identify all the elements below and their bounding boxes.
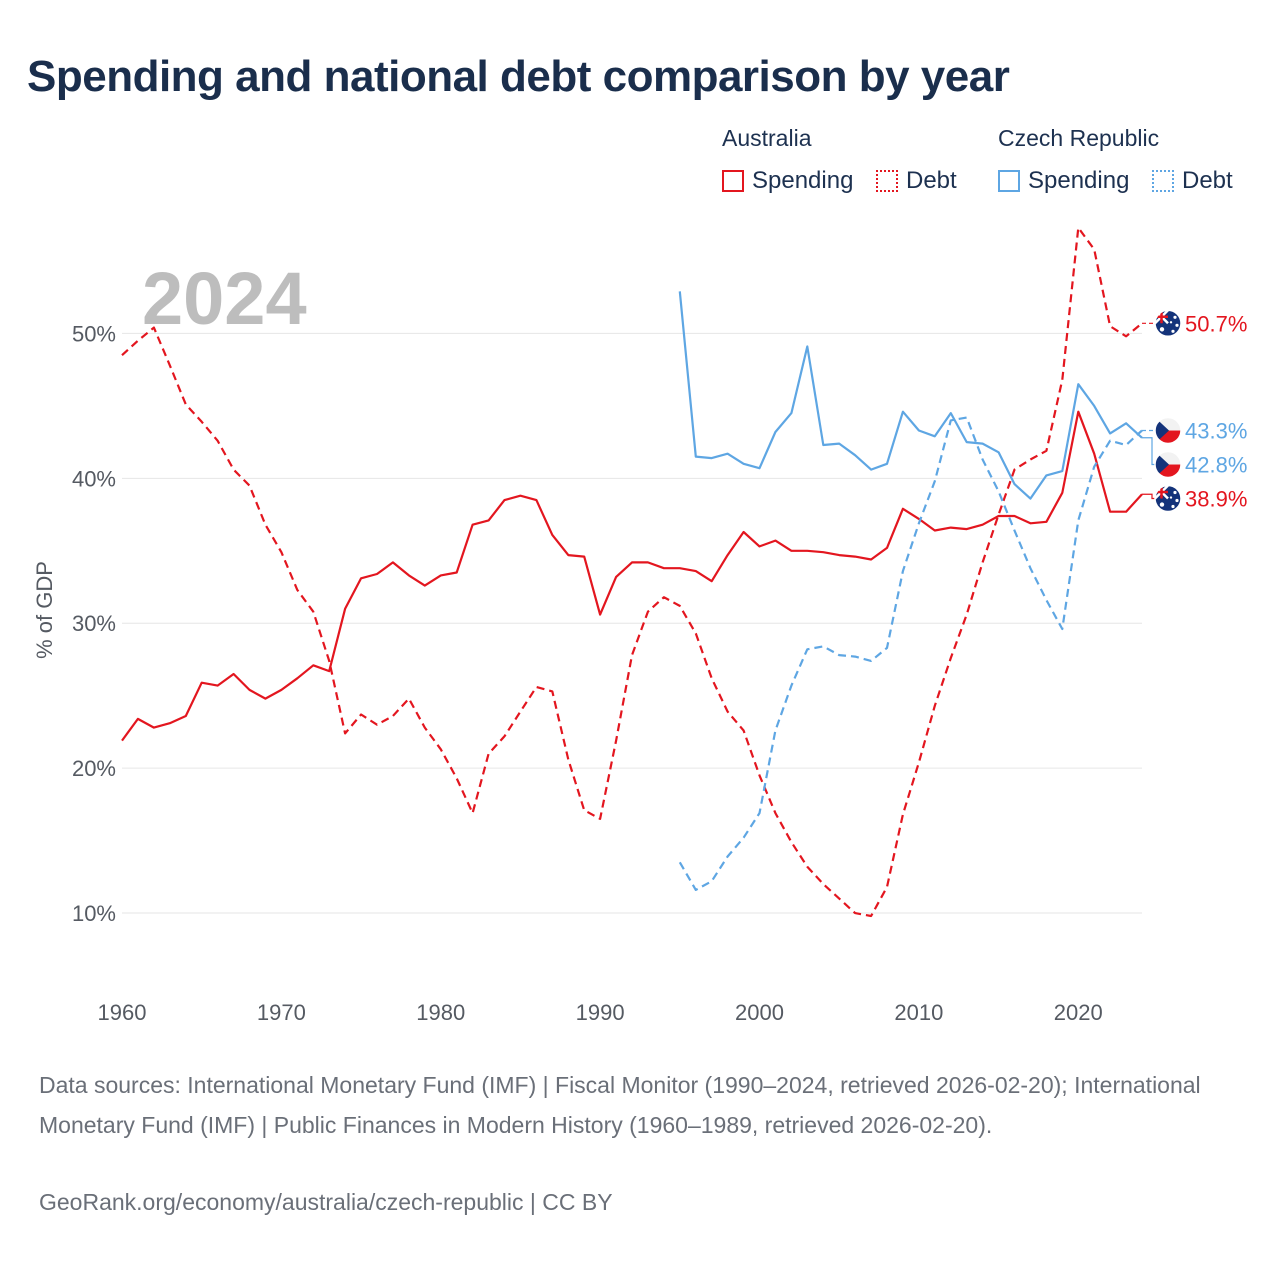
czech-flag-icon	[1154, 416, 1182, 445]
chart-title: Spending and national debt comparison by…	[27, 52, 1010, 101]
x-tick-label: 1970	[257, 1000, 306, 1025]
legend-title-australia: Australia	[722, 125, 812, 151]
series-line-australia-debt[interactable]	[121, 226, 1143, 918]
end-value-label: 42.8%	[1185, 453, 1247, 478]
legend-swatch-dotted	[1152, 170, 1174, 192]
y-tick-label: 20%	[72, 756, 116, 781]
series-line-czech-republic-spending[interactable]	[678, 291, 1143, 500]
x-tick-label: 2020	[1054, 1000, 1103, 1025]
end-value-label: 38.9%	[1185, 487, 1247, 512]
series-line-australia-spending[interactable]	[121, 410, 1143, 742]
footer-sources: Data sources: International Monetary Fun…	[39, 1072, 1201, 1138]
x-tick-label: 1990	[576, 1000, 625, 1025]
y-tick-label: 10%	[72, 901, 116, 926]
y-axis-label: % of GDP	[32, 561, 57, 659]
legend-label: Debt	[906, 167, 957, 194]
grid-lines	[122, 332, 1142, 914]
end-value-label: 43.3%	[1185, 419, 1247, 444]
legend-label: Spending	[752, 167, 854, 194]
x-tick-label: 2000	[735, 1000, 784, 1025]
legend-item-czech-spending[interactable]: Spending	[998, 167, 1129, 195]
x-tick-label: 1980	[416, 1000, 465, 1025]
x-tick-label: 2010	[894, 1000, 943, 1025]
legend-label: Spending	[1028, 167, 1130, 194]
y-axis-ticks: 10% 20% 30% 40% 50%	[72, 321, 116, 926]
legend-swatch-solid	[722, 170, 744, 192]
legend-title-czech-republic: Czech Republic	[998, 125, 1160, 151]
legend-item-czech-debt[interactable]: Debt	[1152, 167, 1233, 195]
legend-swatch-dotted	[876, 170, 898, 192]
year-label: 2024	[142, 257, 307, 340]
footer-credit[interactable]: GeoRank.org/economy/australia/czech-repu…	[39, 1189, 613, 1215]
y-tick-label: 50%	[72, 321, 116, 346]
australia-flag-icon	[1154, 484, 1182, 513]
y-tick-label: 30%	[72, 611, 116, 636]
series-line-czech-republic-debt[interactable]	[678, 416, 1143, 891]
legend-label: Debt	[1182, 167, 1233, 194]
australia-flag-icon	[1154, 309, 1182, 338]
legend-item-australia-debt[interactable]: Debt	[876, 167, 957, 195]
end-value-label: 50.7%	[1185, 311, 1247, 336]
y-tick-label: 40%	[72, 466, 116, 491]
legend-item-australia-spending[interactable]: Spending	[722, 167, 853, 195]
end-labels: 50.7% 38.9% 42.8% 43.3%	[1142, 309, 1247, 513]
x-tick-label: 1960	[98, 1000, 147, 1025]
line-chart: 10% 20% 30% 40% 50% 1960 1970 1980 1990 2000 2010…	[32, 226, 1247, 1025]
legend-swatch-solid	[998, 170, 1020, 192]
czech-flag-icon	[1154, 450, 1182, 479]
series-lines	[121, 226, 1143, 918]
x-axis-ticks: 1960 1970 1980 1990 2000 2010 2020	[98, 1000, 1103, 1025]
